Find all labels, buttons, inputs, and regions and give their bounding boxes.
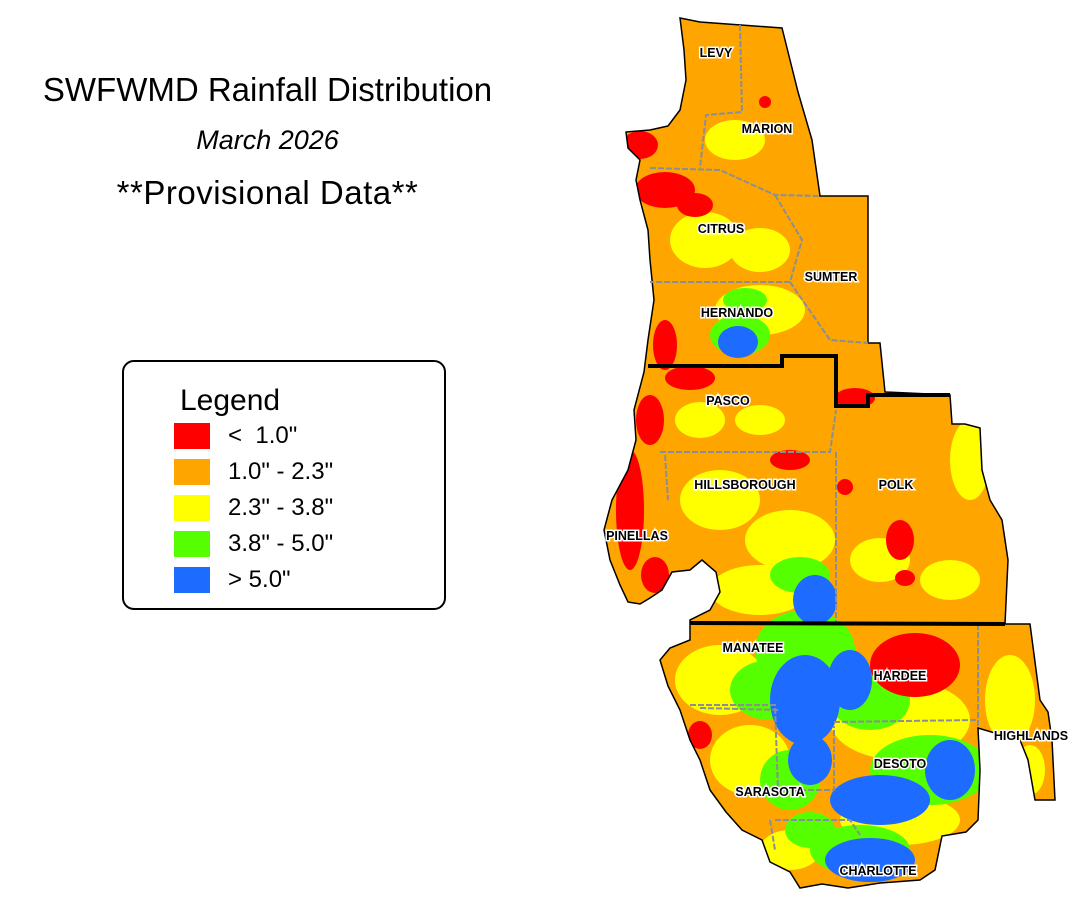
county-label-marion: MARION	[742, 122, 793, 136]
county-label-hillsborough: HILLSBOROUGH	[694, 478, 795, 492]
legend-swatch	[174, 459, 210, 485]
region-boundaries	[648, 354, 1006, 626]
county-label-sumter: SUMTER	[805, 270, 858, 284]
county-label-pinellas: PINELLAS	[606, 529, 668, 543]
map-subtitle: March 2026	[196, 125, 339, 155]
legend-item: 3.8" - 5.0"	[174, 526, 333, 562]
legend-list: < 1.0" 1.0" - 2.3" 2.3" - 3.8" 3.8" - 5.…	[174, 418, 333, 598]
legend-swatch	[174, 531, 210, 557]
legend-swatch	[174, 567, 210, 593]
legend-swatch	[174, 495, 210, 521]
title-block: SWFWMD Rainfall Distribution March 2026 …	[0, 62, 535, 224]
legend-item: > 5.0"	[174, 562, 333, 598]
legend-item: 1.0" - 2.3"	[174, 454, 333, 490]
legend-label: < 1.0"	[228, 422, 298, 449]
rainfall-surface	[604, 18, 1055, 888]
county-label-sarasota: SARASOTA	[735, 785, 804, 799]
county-label-hernando: HERNANDO	[701, 306, 774, 320]
county-label-manatee: MANATEE	[723, 641, 784, 655]
legend-item: 2.3" - 3.8"	[174, 490, 333, 526]
county-label-highlands: HIGHLANDS	[994, 729, 1068, 743]
county-boundaries	[649, 24, 979, 851]
county-label-charlotte: CHARLOTTE	[839, 864, 916, 878]
map-title: SWFWMD Rainfall Distribution	[42, 71, 493, 108]
legend-item: < 1.0"	[174, 418, 333, 454]
county-label-hardee: HARDEE	[874, 669, 927, 683]
legend-label: 3.8" - 5.0"	[228, 530, 334, 557]
legend-label: 2.3" - 3.8"	[228, 494, 334, 521]
county-label-polk: POLK	[879, 478, 914, 492]
legend: Legend < 1.0" 1.0" - 2.3" 2.3" - 3.8" 3.…	[122, 360, 446, 610]
county-labels: LEVY MARION CITRUS SUMTER HERNANDO PASCO…	[605, 45, 1070, 880]
legend-label: 1.0" - 2.3"	[228, 458, 334, 485]
provisional-note: **Provisional Data**	[116, 174, 419, 211]
county-label-pasco: PASCO	[706, 394, 750, 408]
county-label-citrus: CITRUS	[698, 222, 745, 236]
county-label-levy: LEVY	[700, 46, 733, 60]
county-label-desoto: DESOTO	[874, 757, 927, 771]
legend-label: > 5.0"	[228, 566, 291, 593]
legend-swatch	[174, 423, 210, 449]
legend-title: Legend	[180, 384, 281, 417]
